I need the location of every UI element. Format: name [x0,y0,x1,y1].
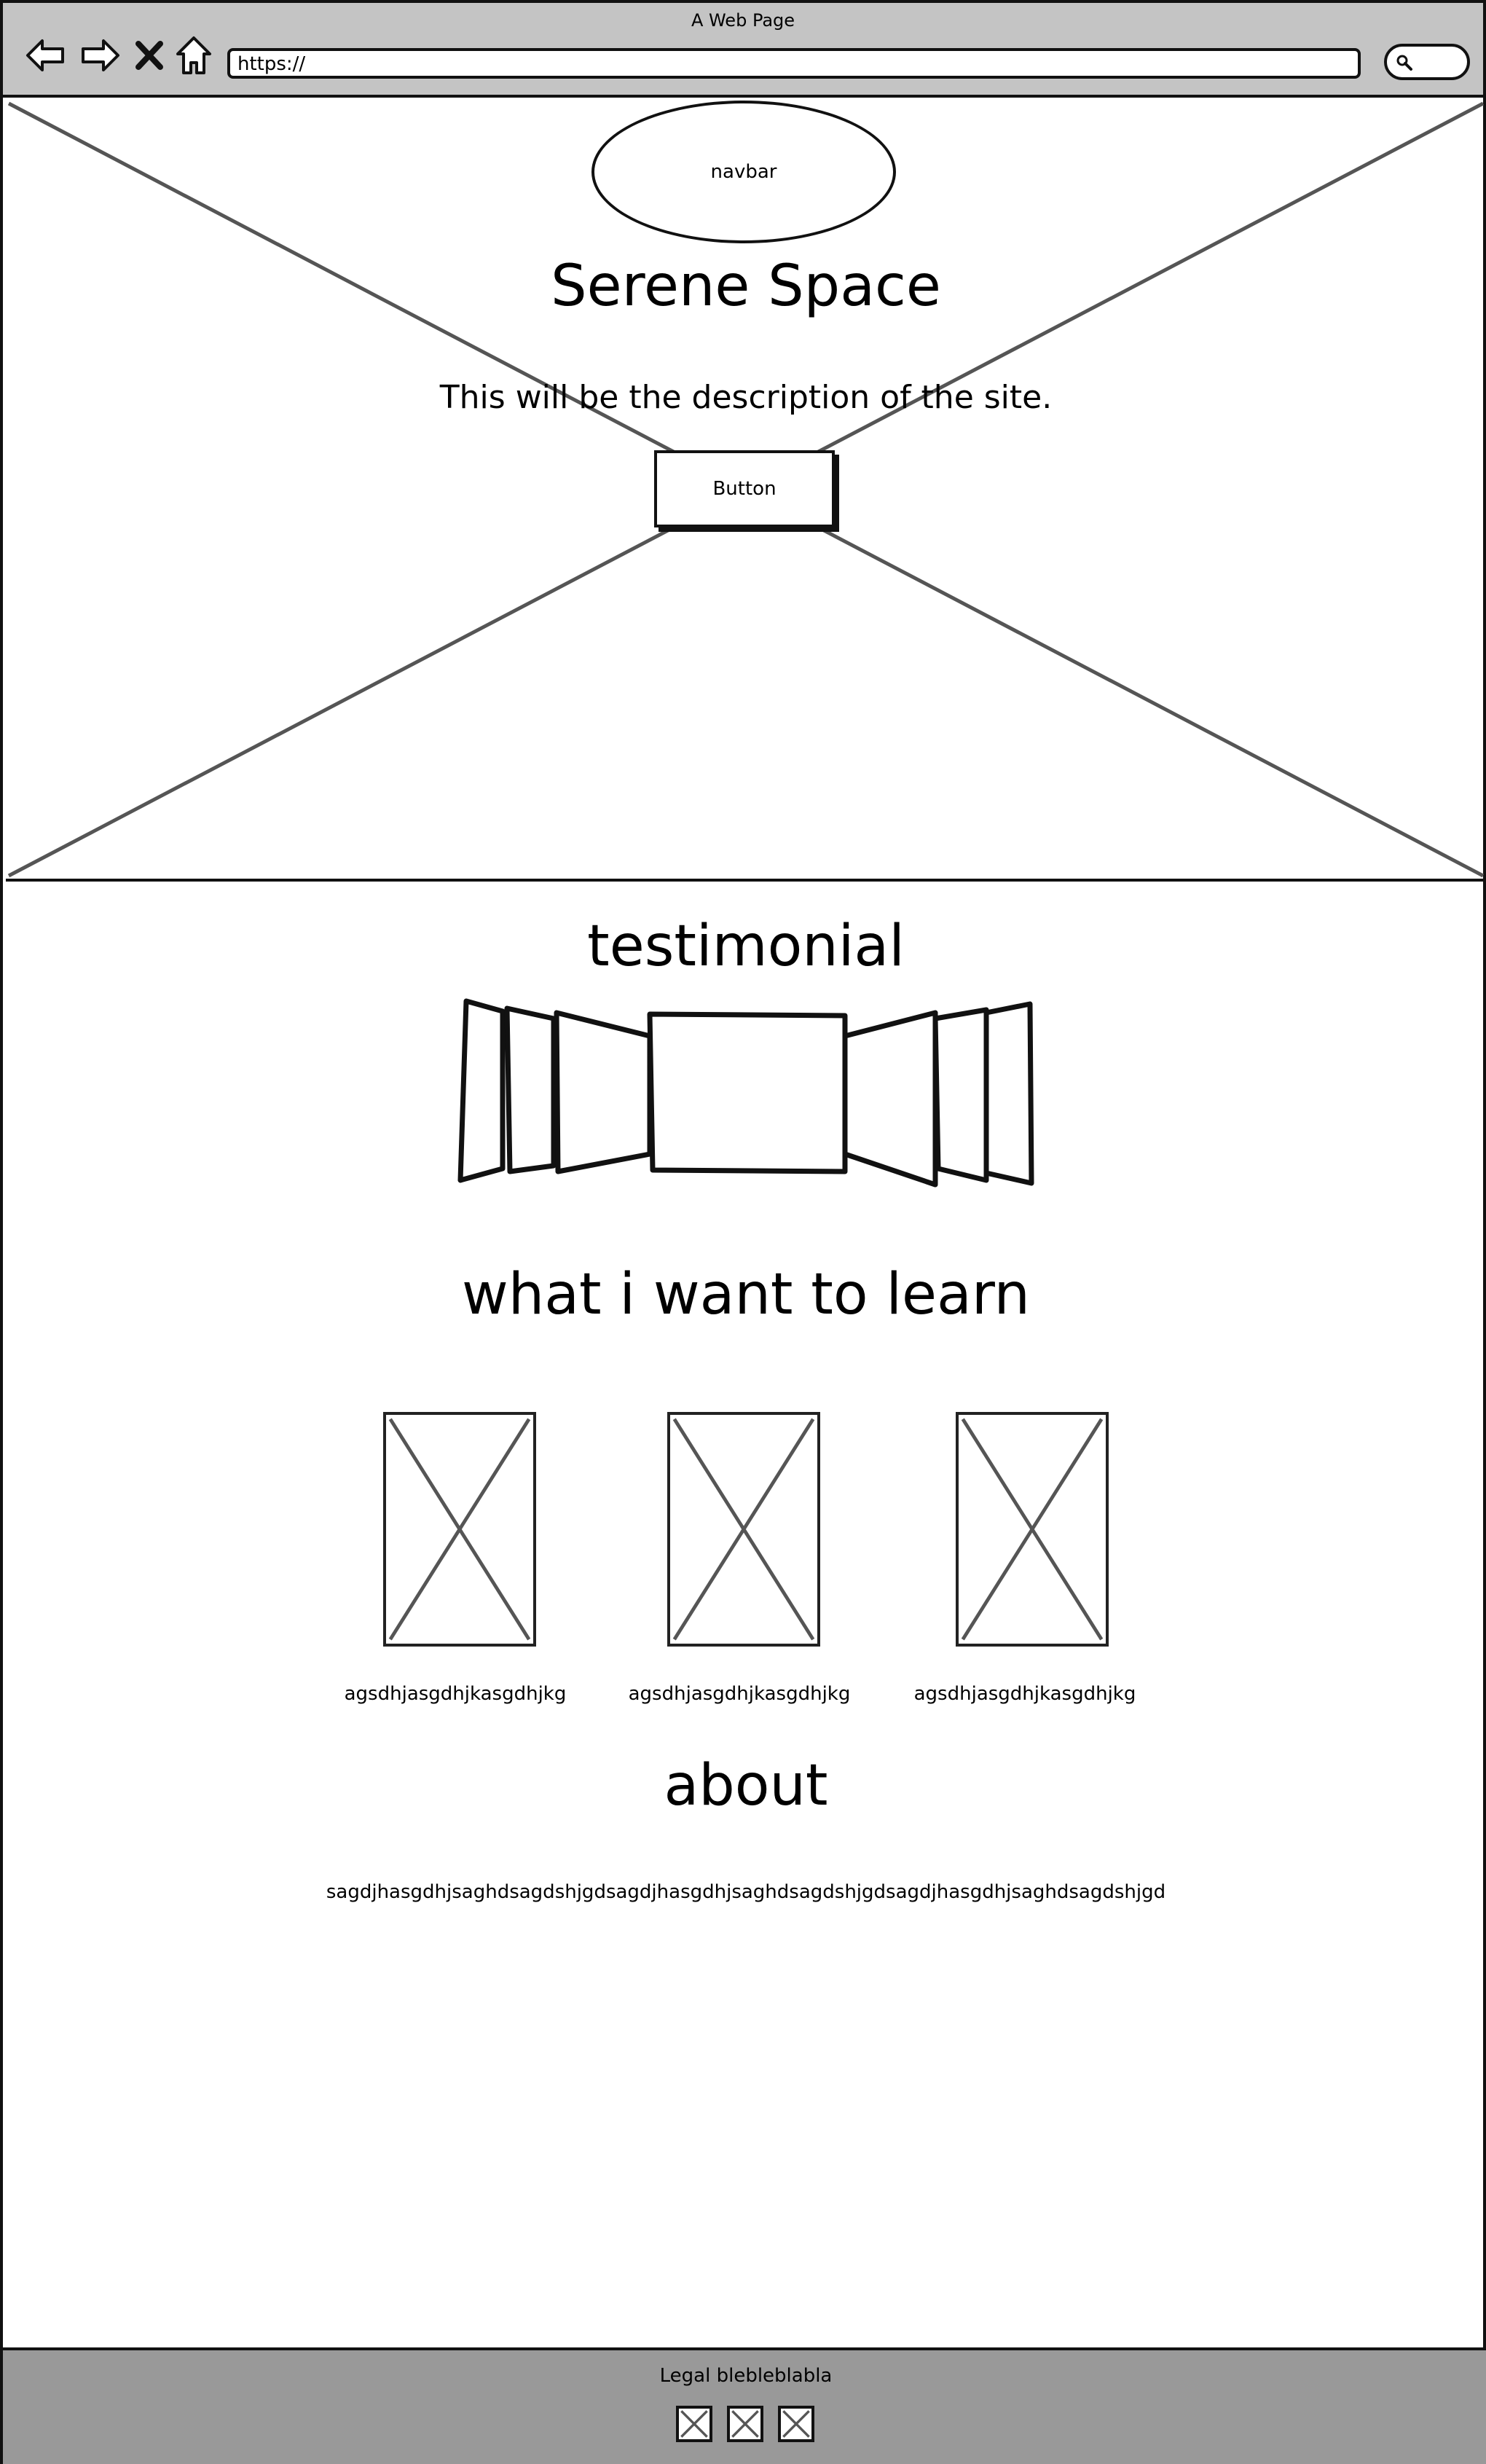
learn-caption: agsdhjasgdhjkasgdhjkg [344,1683,567,1705]
image-placeholder-icon[interactable] [727,2406,763,2442]
back-arrow-icon[interactable] [23,34,67,77]
forward-arrow-icon[interactable] [79,34,122,77]
home-icon[interactable] [172,34,216,77]
carousel-slide [842,1010,938,1188]
navbar[interactable]: navbar [591,101,896,243]
image-placeholder-icon[interactable] [676,2406,712,2442]
image-placeholder-icon [388,1418,531,1641]
image-placeholder-icon [961,1418,1104,1641]
carousel-slide-active [647,1011,848,1174]
address-bar[interactable]: https:// [227,48,1361,79]
footer: Legal blebleblabla [3,2347,1486,2464]
learn-caption: agsdhjasgdhjkasgdhjkg [628,1683,851,1705]
learn-image-placeholder [667,1412,820,1647]
carousel-slide [504,1005,557,1174]
testimonial-heading: testimonial [587,914,905,979]
carousel-slide [554,1010,653,1174]
learn-image-placeholder [383,1412,536,1647]
learn-heading: what i want to learn [462,1262,1030,1327]
image-placeholder-icon[interactable] [778,2406,814,2442]
about-heading: about [664,1753,828,1818]
close-icon[interactable] [133,34,166,77]
learn-image-placeholder [956,1412,1109,1647]
site-title: Serene Space [551,254,941,319]
carousel-slide [983,1001,1034,1186]
hero-image-placeholder: navbar Serene Space This will be the des… [6,101,1486,882]
legal-text: Legal blebleblabla [659,2365,833,2387]
hero-button[interactable]: Button [654,450,835,527]
browser-toolbar: A Web Page https:// [3,3,1483,98]
learn-caption: agsdhjasgdhjkasgdhjkg [913,1683,1136,1705]
site-description: This will be the description of the site… [439,379,1053,416]
carousel-slide [932,1007,989,1183]
search-icon [1396,55,1412,71]
testimonial-carousel[interactable] [452,994,1040,1195]
image-placeholder-icon [672,1418,815,1641]
about-text: sagdjhasgdhjsaghdsagdshjgdsagdjhasgdhjsa… [326,1881,1166,1903]
browser-search-field[interactable] [1384,44,1470,80]
window-title: A Web Page [691,10,795,31]
carousel-slide [457,998,506,1183]
